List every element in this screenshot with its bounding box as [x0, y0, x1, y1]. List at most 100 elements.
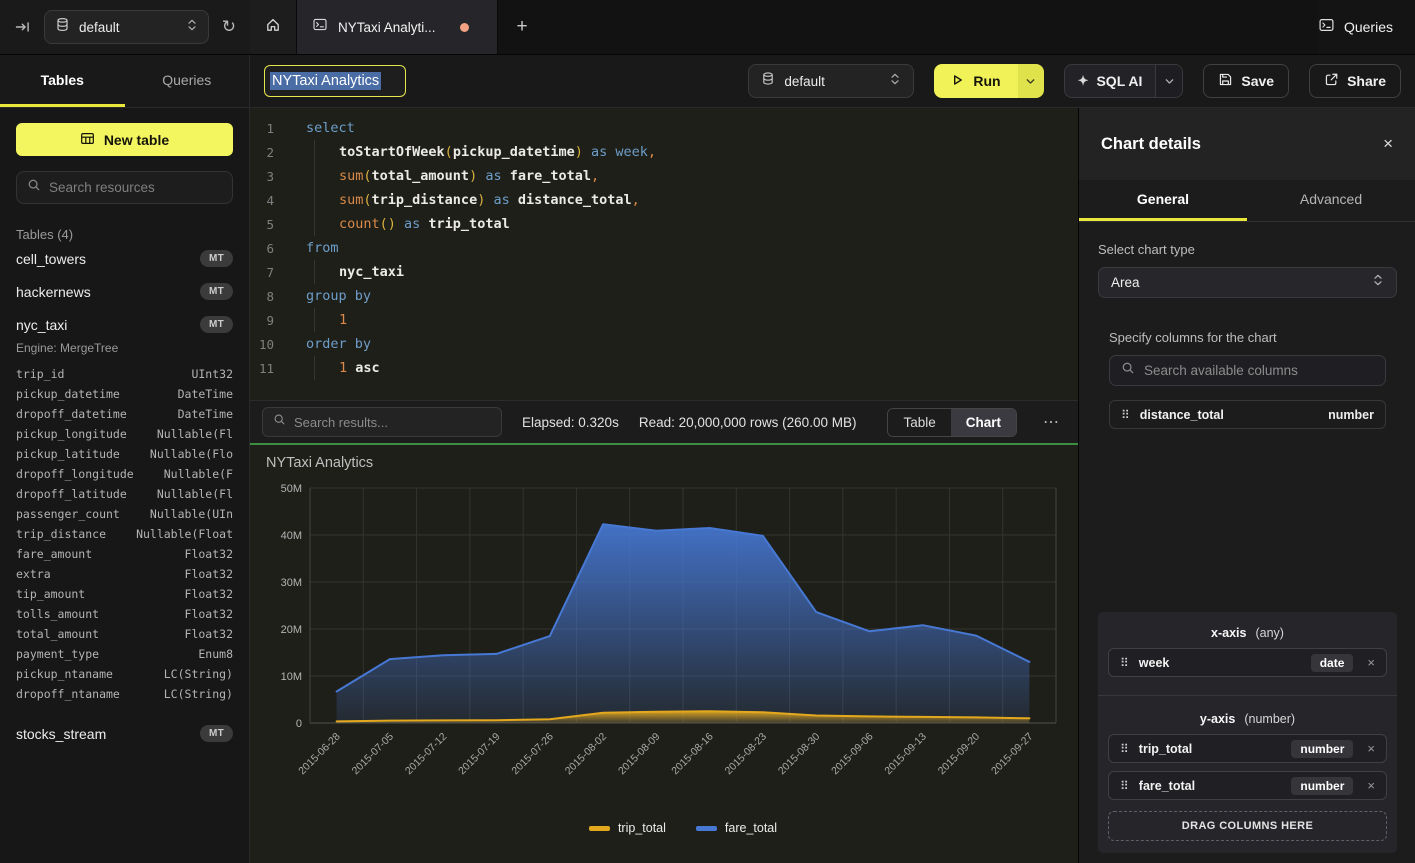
- more-options-icon[interactable]: ⋯: [1037, 412, 1066, 432]
- sql-ai-label: SQL AI: [1096, 73, 1142, 89]
- sidebar-tab-queries[interactable]: Queries: [125, 55, 250, 107]
- top-bar: default ↻ NYTaxi Analyti... +: [0, 0, 1415, 55]
- legend-label: fare_total: [725, 821, 777, 835]
- legend-swatch: [589, 826, 610, 831]
- column-name: trip_distance: [16, 527, 106, 541]
- axis-card: x-axis (any) ⠿weekdate× y-axis (number) …: [1098, 612, 1397, 853]
- remove-column-icon[interactable]: ×: [1367, 655, 1375, 670]
- sql-ai-caret[interactable]: [1155, 65, 1182, 97]
- column-type: Enum8: [198, 647, 233, 661]
- topbar-database-selector[interactable]: default: [44, 10, 209, 44]
- chart-details-tab-general[interactable]: General: [1079, 180, 1247, 221]
- chart-details-tab-advanced[interactable]: Advanced: [1247, 180, 1415, 221]
- column-row: fare_amountFloat32: [16, 544, 233, 564]
- sql-ai-main[interactable]: ✦ SQL AI: [1065, 65, 1156, 97]
- view-toggle-chart[interactable]: Chart: [951, 409, 1016, 436]
- database-selector[interactable]: default: [748, 64, 914, 98]
- terminal-icon: [312, 17, 328, 37]
- column-row: pickup_latitudeNullable(Flo: [16, 444, 233, 464]
- save-button[interactable]: Save: [1203, 64, 1289, 98]
- column-type: Float32: [185, 607, 233, 621]
- column-type: Nullable(Float: [136, 527, 233, 541]
- code-line: 1select: [250, 116, 1078, 140]
- query-tab[interactable]: NYTaxi Analyti...: [297, 0, 498, 54]
- new-table-label: New table: [104, 132, 169, 148]
- column-row: total_amountFloat32: [16, 624, 233, 644]
- code-text: count() as trip_total: [290, 212, 510, 236]
- chart-details-body: Select chart type Area Specify columns f…: [1079, 222, 1415, 863]
- column-type: LC(String): [164, 687, 233, 701]
- code-line: 3sum(total_amount) as fare_total,: [250, 164, 1078, 188]
- table-row[interactable]: stocks_streamMT: [16, 717, 233, 750]
- chart-legend: trip_total fare_total: [310, 821, 1056, 835]
- new-table-button[interactable]: New table: [16, 123, 233, 156]
- column-row: passenger_countNullable(UIn: [16, 504, 233, 524]
- sql-editor[interactable]: 1select2toStartOfWeek(pickup_datetime) a…: [250, 108, 1078, 400]
- engine-badge: MT: [200, 283, 233, 300]
- column-row: extraFloat32: [16, 564, 233, 584]
- code-line: 111 asc: [250, 356, 1078, 380]
- terminal-icon: [1318, 17, 1335, 38]
- x-axis-column-chip[interactable]: ⠿weekdate×: [1108, 648, 1387, 677]
- view-toggle-table[interactable]: Table: [888, 409, 950, 436]
- column-name: dropoff_latitude: [16, 487, 127, 501]
- results-search-input[interactable]: [294, 415, 491, 430]
- columns-search[interactable]: [1109, 355, 1386, 386]
- table-row[interactable]: hackernewsMT: [16, 275, 233, 308]
- legend-item-fare_total[interactable]: fare_total: [696, 821, 777, 835]
- sidebar-search-input[interactable]: [49, 180, 222, 195]
- x-axis-columns: ⠿weekdate×: [1108, 648, 1387, 677]
- y-axis-column-chip[interactable]: ⠿fare_totalnumber×: [1108, 771, 1387, 800]
- column-type: Nullable(F: [164, 467, 233, 481]
- columns-search-input[interactable]: [1144, 363, 1374, 378]
- line-number: 10: [250, 337, 290, 352]
- query-tab-label: NYTaxi Analyti...: [338, 20, 436, 35]
- column-type: Float32: [185, 547, 233, 561]
- chart-type-select[interactable]: Area: [1098, 267, 1397, 298]
- svg-text:0: 0: [296, 718, 302, 730]
- results-search[interactable]: [262, 407, 502, 437]
- unsaved-indicator-dot: [460, 23, 469, 32]
- sidebar-search[interactable]: [16, 171, 233, 204]
- close-icon[interactable]: ×: [1383, 134, 1393, 154]
- svg-text:2015-09-06: 2015-09-06: [829, 731, 876, 778]
- column-name: pickup_latitude: [16, 447, 120, 461]
- remove-column-icon[interactable]: ×: [1367, 778, 1375, 793]
- refresh-icon[interactable]: ↻: [222, 17, 236, 37]
- read-stat: Read: 20,000,000 rows (260.00 MB): [639, 415, 857, 430]
- drag-columns-dropzone[interactable]: DRAG COLUMNS HERE: [1108, 811, 1387, 841]
- column-type: DateTime: [178, 387, 233, 401]
- svg-text:2015-08-23: 2015-08-23: [723, 731, 770, 778]
- engine-badge: MT: [200, 725, 233, 742]
- code-line: 91: [250, 308, 1078, 332]
- run-options-caret[interactable]: [1018, 64, 1044, 98]
- sql-ai-button[interactable]: ✦ SQL AI: [1064, 64, 1184, 98]
- run-button-label: Run: [973, 73, 1000, 89]
- column-chip-name: trip_total: [1139, 742, 1282, 756]
- table-name: cell_towers: [16, 251, 86, 267]
- results-toolbar: Elapsed: 0.320s Read: 20,000,000 rows (2…: [250, 400, 1078, 445]
- column-name: tip_amount: [16, 587, 85, 601]
- legend-item-trip_total[interactable]: trip_total: [589, 821, 666, 835]
- run-button-main[interactable]: Run: [934, 64, 1017, 98]
- home-tab[interactable]: [250, 0, 297, 54]
- available-column-chip[interactable]: ⠿distance_totalnumber: [1109, 400, 1386, 429]
- new-tab-button[interactable]: +: [498, 0, 546, 54]
- run-button[interactable]: Run: [934, 64, 1043, 98]
- remove-column-icon[interactable]: ×: [1367, 741, 1375, 756]
- column-name: extra: [16, 567, 51, 581]
- y-axis-column-chip[interactable]: ⠿trip_totalnumber×: [1108, 734, 1387, 763]
- save-button-label: Save: [1241, 73, 1274, 89]
- table-row[interactable]: nyc_taxiMT: [16, 308, 233, 341]
- code-text: 1 asc: [290, 356, 380, 380]
- sidebar-tab-group: TablesQueries: [0, 55, 250, 107]
- queries-button[interactable]: Queries: [1318, 0, 1415, 54]
- indent-guide: [314, 260, 315, 284]
- database-selector-value: default: [784, 74, 880, 89]
- sidebar-tab-tables[interactable]: Tables: [0, 55, 125, 107]
- column-name: pickup_datetime: [16, 387, 120, 401]
- table-row[interactable]: cell_towersMT: [16, 242, 233, 275]
- query-title-input[interactable]: NYTaxi Analytics: [264, 65, 406, 97]
- collapse-sidebar-icon[interactable]: [14, 19, 31, 35]
- share-button[interactable]: Share: [1309, 64, 1401, 98]
